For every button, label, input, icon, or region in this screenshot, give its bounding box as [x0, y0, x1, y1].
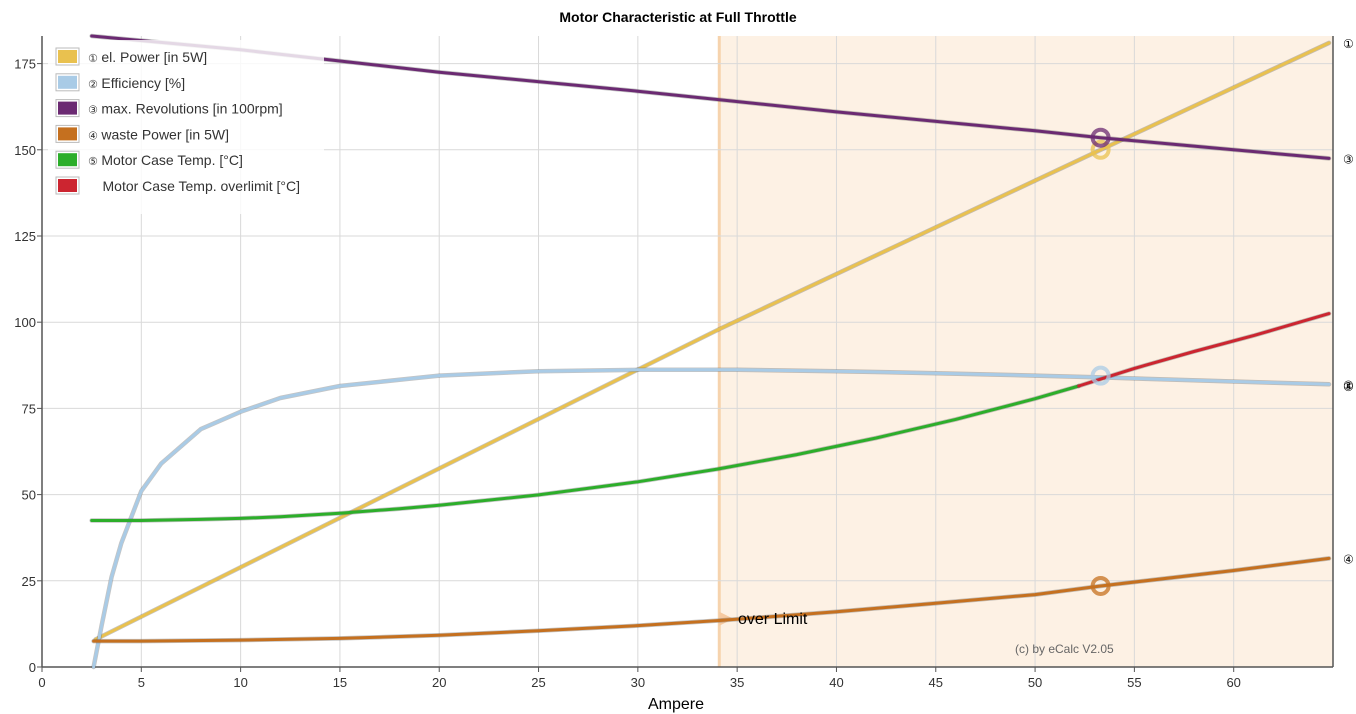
operating-point-efficiency: [1090, 365, 1111, 386]
legend-background: [48, 40, 324, 214]
operating-point-el-power-in-5w: [1090, 139, 1111, 160]
x-tick-label-10: 10: [233, 675, 247, 690]
x-tick-label-30: 30: [631, 675, 645, 690]
legend-entry-efficiency: ② Efficiency [%]: [88, 75, 185, 91]
x-tick-label-25: 25: [531, 675, 545, 690]
y-tick-label-150: 150: [14, 143, 36, 158]
x-tick-label-0: 0: [38, 675, 45, 690]
legend-entry-el-power-in-5w: ① el. Power [in 5W]: [88, 49, 207, 65]
x-tick-label-45: 45: [929, 675, 943, 690]
legend-swatch-waste-power-in-5w: [58, 127, 77, 141]
y-tick-label-50: 50: [22, 488, 36, 503]
over-limit-region: [719, 36, 1333, 667]
y-tick-label-0: 0: [29, 660, 36, 675]
end-marker-max-revolutions-in-100rpm: ③: [1343, 152, 1354, 166]
x-tick-label-40: 40: [829, 675, 843, 690]
chart-title: Motor Characteristic at Full Throttle: [559, 9, 796, 25]
series-line-el-power-in-5w: [94, 41, 1331, 641]
legend-swatch-max-revolutions-in-100rpm: [58, 101, 77, 115]
series-markers-layer: ① ② ③ ④ ⑤: [1343, 37, 1354, 566]
legend-swatch-motor-case-temp-overlimit-c: [58, 179, 77, 192]
legend-entry-waste-power-in-5w: ④ waste Power [in 5W]: [88, 126, 229, 142]
end-marker-motor-case-temp-c: ⑤: [1343, 380, 1354, 394]
x-tick-label-50: 50: [1028, 675, 1042, 690]
series-line-efficiency: [92, 368, 1331, 669]
end-marker-efficiency: ②: [1343, 378, 1354, 392]
series-line-waste-power-in-5w: [92, 556, 1331, 643]
end-marker-el-power-in-5w: ①: [1343, 37, 1354, 51]
legend-entry-max-revolutions-in-100rpm: ③ max. Revolutions [in 100rpm]: [88, 101, 283, 117]
end-marker-waste-power-in-5w: ④: [1343, 552, 1354, 566]
legend-swatch-el-power-in-5w: [58, 50, 77, 63]
limit-layer: [717, 36, 1333, 667]
y-tick-label-75: 75: [22, 401, 36, 416]
operating-point-max-revolutions-in-100rpm: [1090, 127, 1111, 148]
operating-points-layer: [1090, 127, 1111, 596]
over-limit-label: over Limit: [738, 611, 808, 628]
y-tick-label-125: 125: [14, 229, 36, 244]
legend-entry-motor-case-temp-c: ⑤ Motor Case Temp. [°C]: [88, 152, 243, 168]
series-line-motor-case-temp-c: [90, 384, 1081, 522]
legend-swatch-efficiency: [58, 75, 77, 89]
x-tick-label-55: 55: [1127, 675, 1141, 690]
x-tick-label-35: 35: [730, 675, 744, 690]
x-axis-title: Ampere: [648, 696, 704, 713]
axis-layer: 0 5 10 15 20 25 30 35 40 45 50 55 60 0 25 50 75 100 125 150…: [14, 36, 1334, 690]
credit-label: (c) by eCalc V2.05: [1015, 642, 1114, 656]
x-tick-label-5: 5: [138, 675, 145, 690]
y-tick-label-175: 175: [14, 57, 36, 72]
series-line-motor-case-temp-overlimit-c: [1077, 312, 1331, 388]
legend-swatch-motor-case-temp-c: [58, 153, 77, 167]
y-tick-label-100: 100: [14, 315, 36, 330]
legend: ① el. Power [in 5W] ② Efficiency [%] ③ max…: [48, 40, 324, 214]
x-tick-label-15: 15: [333, 675, 347, 690]
legend-entry-motor-case-temp-overlimit-c: Motor Case Temp. overlimit [°C]: [88, 178, 300, 194]
x-tick-label-60: 60: [1226, 675, 1240, 690]
x-tick-label-20: 20: [432, 675, 446, 690]
y-tick-label-25: 25: [22, 574, 36, 589]
operating-point-waste-power-in-5w: [1090, 575, 1111, 596]
